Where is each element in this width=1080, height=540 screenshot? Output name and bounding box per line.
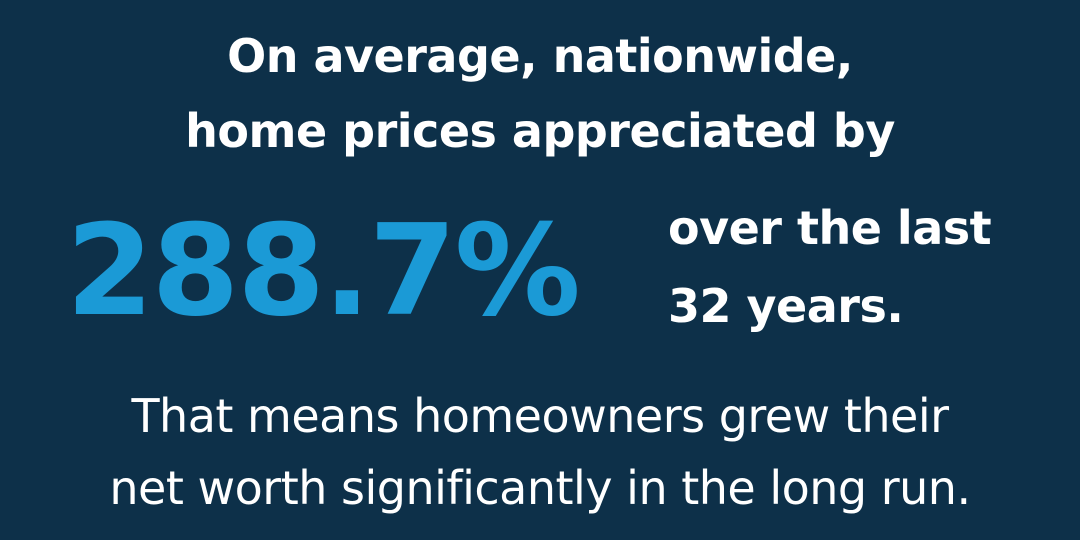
appreciation-percentage: 288.7% [66,197,581,344]
conclusion-line-2: net worth significantly in the long run. [109,461,971,515]
stat-caption-line-2: 32 years. [668,279,904,333]
headline-line-1: On average, nationwide, [227,29,853,83]
conclusion-line-1: That means homeowners grew their [131,389,949,443]
headline-line-2: home prices appreciated by [185,104,895,158]
stat-caption-line-1: over the last [668,201,992,255]
